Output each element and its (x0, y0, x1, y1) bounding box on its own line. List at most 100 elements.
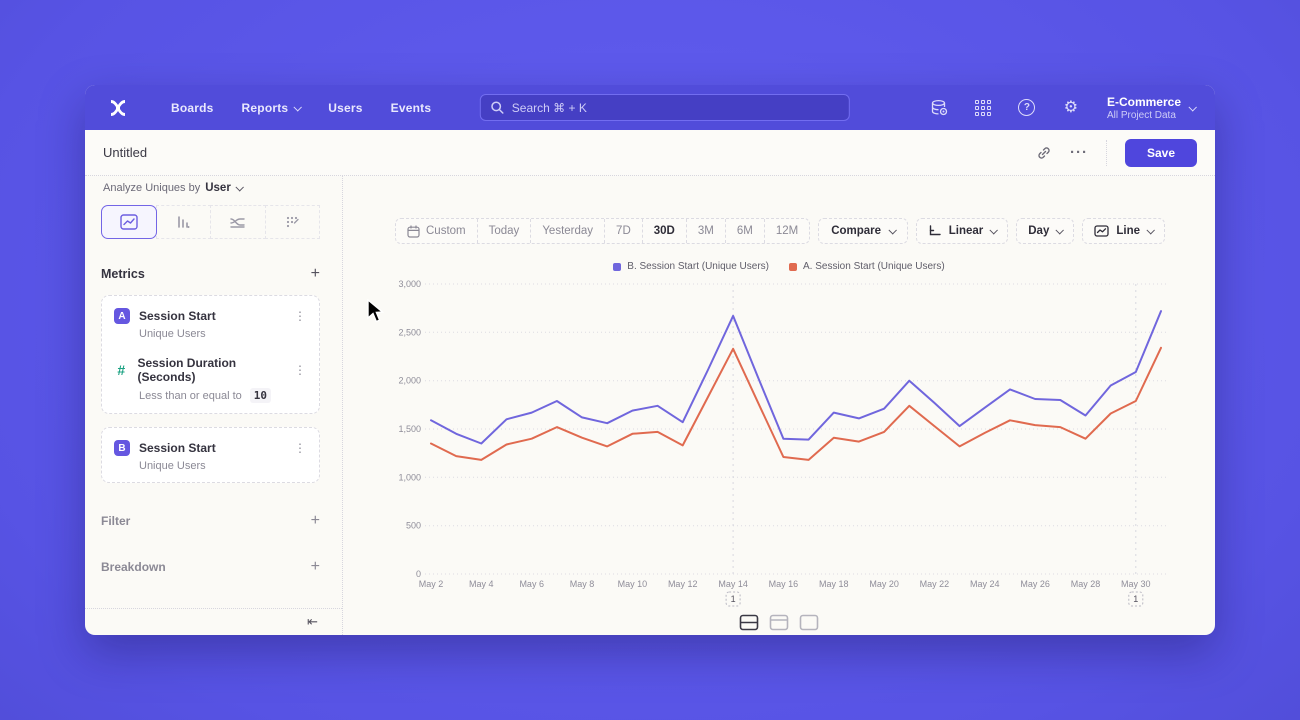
metric-card-a[interactable]: A Session Start ⋮ Unique Users # Session… (101, 295, 320, 414)
collapse-sidebar-icon[interactable]: ⇤ (307, 614, 318, 629)
add-breakdown-button[interactable]: + (310, 558, 320, 575)
compare-dropdown[interactable]: Compare (818, 218, 909, 244)
grid-dots (974, 99, 991, 116)
more-options-button[interactable]: ··· (1070, 144, 1088, 161)
chart-type-tabs (101, 205, 320, 239)
chart-type-dropdown[interactable]: Line (1082, 218, 1165, 244)
scale-dropdown[interactable]: Linear (915, 218, 1009, 244)
report-title[interactable]: Untitled (103, 145, 148, 160)
scale-label: Linear (948, 225, 984, 237)
range-yesterday-button[interactable]: Yesterday (530, 219, 604, 243)
header-square-icon (769, 614, 789, 631)
bar-chart-icon (178, 216, 190, 228)
legend-item-a[interactable]: A. Session Start (Unique Users) (789, 261, 945, 272)
insights-chart[interactable]: 0 500 1,000 1,500 2,000 2,500 3,000 1 1 May 2 May … (383, 276, 1183, 616)
range-7d-button[interactable]: 7D (604, 219, 642, 243)
interval-dropdown[interactable]: Day (1016, 218, 1075, 244)
nav-right: ? ⚙ E-Commerce All Project Data (929, 94, 1197, 121)
metric-subtitle[interactable]: Unique Users (139, 460, 206, 472)
metric-name: Session Start (139, 441, 216, 455)
settings-gear-icon[interactable]: ⚙ (1063, 98, 1079, 116)
nav-item-boards[interactable]: Boards (171, 100, 214, 115)
project-name: E-Commerce (1106, 94, 1181, 109)
split-view-toggle[interactable] (739, 614, 759, 631)
tab-metric-chart[interactable] (264, 205, 320, 239)
range-6m-button[interactable]: 6M (724, 219, 764, 243)
metric-filter-condition[interactable]: Less than or equal to 10 (139, 388, 309, 403)
kebab-menu-icon[interactable]: ⋮ (294, 309, 306, 323)
chart-controls-row: Custom Today Yesterday 7D 30D 3M 6M 12M … (395, 218, 1165, 244)
svg-text:May 12: May 12 (668, 579, 698, 589)
range-3m-button[interactable]: 3M (685, 219, 725, 243)
metric-name: Session Start (139, 309, 216, 323)
tab-bar-chart[interactable] (155, 205, 211, 239)
range-custom-label: Custom (426, 225, 466, 237)
svg-text:May 8: May 8 (570, 579, 595, 589)
svg-text:May 16: May 16 (769, 579, 799, 589)
tab-flows-chart[interactable] (210, 205, 266, 239)
svg-text:May 14: May 14 (718, 579, 748, 589)
condition-label: Less than or equal to (139, 390, 242, 402)
metric-subtitle[interactable]: Unique Users (139, 328, 206, 340)
metrics-section-header: Metrics + (101, 266, 320, 282)
search-input[interactable]: Search ⌘ + K (479, 94, 850, 121)
metric-card-b[interactable]: B Session Start ⋮ Unique Users (101, 427, 320, 483)
nav-item-events[interactable]: Events (390, 100, 432, 115)
chevron-down-icon (989, 226, 999, 235)
kebab-menu-icon[interactable]: ⋮ (294, 363, 306, 377)
svg-text:May 18: May 18 (819, 579, 849, 589)
line-type-icon (1094, 225, 1110, 237)
search-icon (491, 101, 504, 114)
chevron-down-icon (888, 226, 898, 235)
legend-swatch-b (613, 262, 622, 271)
plain-square-icon (799, 614, 819, 631)
flows-icon (230, 217, 245, 228)
add-metric-button[interactable]: + (310, 265, 320, 282)
chart-legend: B. Session Start (Unique Users) A. Sessi… (343, 261, 1215, 272)
header-view-toggle[interactable] (769, 614, 789, 631)
full-view-toggle[interactable] (799, 614, 819, 631)
search-placeholder: Search ⌘ + K (511, 100, 587, 115)
chevron-down-icon (1146, 226, 1155, 235)
svg-text:May 26: May 26 (1020, 579, 1050, 589)
data-management-icon[interactable] (929, 98, 949, 118)
svg-text:May 6: May 6 (519, 579, 544, 589)
metrics-title: Metrics (101, 267, 145, 281)
svg-text:1: 1 (731, 594, 736, 604)
svg-text:500: 500 (406, 521, 421, 531)
titlebar-actions: ··· Save (1036, 138, 1197, 167)
save-button[interactable]: Save (1125, 138, 1197, 167)
query-builder-sidebar: Analyze Uniques by User (85, 176, 343, 635)
chevron-down-icon (1055, 226, 1065, 235)
report-titlebar: Untitled ··· Save (85, 130, 1215, 176)
legend-item-b[interactable]: B. Session Start (Unique Users) (613, 261, 769, 272)
project-switcher[interactable]: E-Commerce All Project Data (1106, 94, 1197, 121)
kebab-menu-icon[interactable]: ⋮ (294, 441, 306, 455)
mixpanel-logo[interactable] (107, 97, 129, 119)
line-chart-icon (120, 214, 138, 230)
svg-text:May 20: May 20 (869, 579, 899, 589)
add-filter-button[interactable]: + (310, 512, 320, 529)
analyze-value-dropdown[interactable]: User (205, 182, 231, 194)
help-icon[interactable]: ? (1017, 98, 1037, 118)
range-custom-button[interactable]: Custom (396, 219, 477, 243)
chevron-down-icon (293, 102, 303, 112)
svg-text:May 28: May 28 (1071, 579, 1101, 589)
svg-text:May 30: May 30 (1121, 579, 1151, 589)
chevron-down-icon (1188, 102, 1197, 112)
tab-line-chart[interactable] (101, 205, 157, 239)
range-30d-button[interactable]: 30D (641, 219, 686, 243)
copy-link-icon[interactable] (1036, 145, 1052, 161)
nav-item-reports-label: Reports (241, 100, 289, 115)
condition-value[interactable]: 10 (249, 388, 271, 403)
nav-item-reports[interactable]: Reports (241, 100, 303, 115)
apps-grid-icon[interactable] (973, 98, 993, 118)
chevron-down-icon (235, 183, 244, 192)
svg-text:May 22: May 22 (920, 579, 950, 589)
range-today-button[interactable]: Today (476, 219, 531, 243)
legend-label-a: A. Session Start (Unique Users) (803, 261, 945, 272)
metric-name: Session Duration (Seconds) (137, 356, 237, 384)
nav-item-users[interactable]: Users (328, 100, 363, 115)
range-12m-button[interactable]: 12M (763, 219, 809, 243)
